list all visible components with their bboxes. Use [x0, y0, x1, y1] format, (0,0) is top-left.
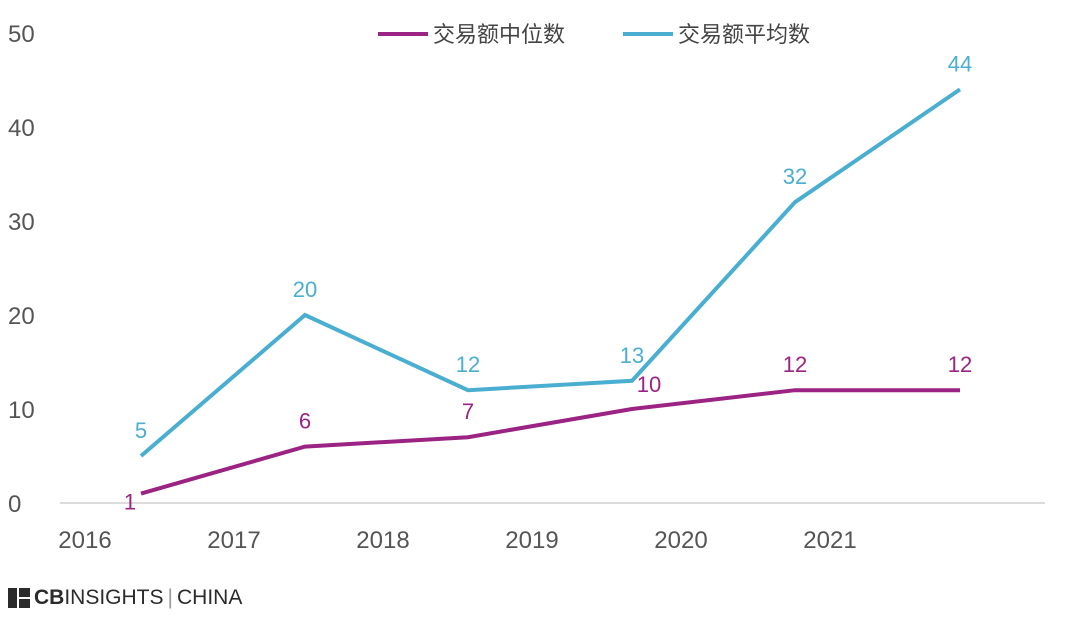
- data-label: 12: [783, 352, 807, 377]
- y-tick-label: 30: [8, 209, 35, 236]
- y-tick-label: 40: [8, 115, 35, 142]
- logo-region: CHINA: [177, 586, 243, 609]
- data-label: 5: [135, 418, 147, 443]
- x-tick-label: 2016: [58, 527, 111, 554]
- y-axis-ticks: 0 10 20 30 40 50: [8, 21, 35, 518]
- data-label: 44: [948, 51, 972, 76]
- data-label: 6: [299, 409, 311, 434]
- x-tick-label: 2018: [356, 527, 409, 554]
- x-tick-label: 2019: [505, 527, 558, 554]
- data-label: 20: [293, 277, 317, 302]
- data-label: 10: [637, 372, 661, 397]
- line-chart: 0 10 20 30 40 50 2016 2017 2018 2019 2020 2021 1 6 7…: [8, 21, 1045, 554]
- data-label: 7: [462, 399, 474, 424]
- y-tick-label: 0: [8, 491, 21, 518]
- y-tick-label: 10: [8, 397, 35, 424]
- x-tick-label: 2021: [803, 527, 856, 554]
- data-label: 32: [783, 164, 807, 189]
- data-labels: 1 6 7 10 12 12 5 20 12 13 32 44: [124, 51, 972, 514]
- x-tick-label: 2020: [654, 527, 707, 554]
- y-tick-label: 20: [8, 303, 35, 330]
- data-label: 12: [948, 352, 972, 377]
- x-tick-label: 2017: [207, 527, 260, 554]
- data-label: 13: [620, 343, 644, 368]
- series-line-1: [140, 388, 960, 496]
- series-line-2: [139, 87, 962, 458]
- logo-separator: |: [167, 586, 173, 609]
- legend: 交易额中位数 交易额平均数: [378, 23, 810, 48]
- cbinsights-china-logo: CB INSIGHTS | CHINA: [8, 585, 242, 611]
- cbinsights-logo-icon: [8, 588, 30, 608]
- legend-label: 交易额中位数: [433, 23, 565, 48]
- series-lines: [139, 87, 962, 496]
- logo-brand-rest: INSIGHTS: [64, 586, 164, 609]
- data-label: 12: [456, 352, 480, 377]
- legend-label: 交易额平均数: [678, 23, 810, 48]
- logo-brand-bold: CB: [34, 586, 65, 609]
- data-label: 1: [124, 490, 136, 515]
- x-axis-ticks: 2016 2017 2018 2019 2020 2021: [58, 527, 856, 554]
- y-tick-label: 50: [8, 21, 35, 48]
